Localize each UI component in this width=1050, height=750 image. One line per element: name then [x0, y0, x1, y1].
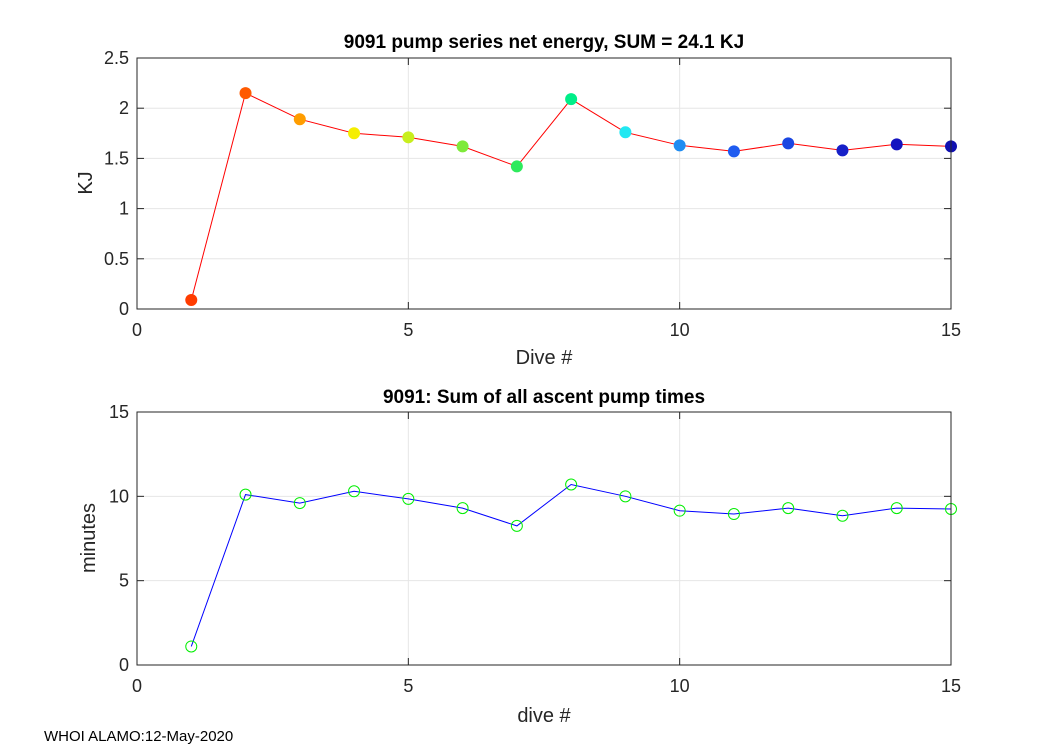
energy-data-point	[348, 127, 361, 140]
energy-chart: 0 5 10 15 0 0.5 1 1.5 2 2.5 9091 pump series net …	[75, 32, 961, 369]
pump-time-data-point	[782, 502, 795, 515]
energy-data-point	[239, 87, 252, 100]
energy-y-tick-label: 2.5	[104, 48, 129, 68]
pump-time-data-point	[402, 492, 415, 505]
energy-data-point	[890, 138, 903, 151]
pump-time-data-point	[456, 502, 469, 515]
energy-chart-title: 9091 pump series net energy, SUM = 24.1 …	[344, 32, 744, 53]
energy-data-point	[293, 113, 306, 126]
energy-x-tick-label: 15	[941, 320, 961, 340]
pump-time-data-point	[673, 504, 686, 517]
energy-data-point	[456, 140, 469, 153]
pump-time-data-point	[239, 488, 252, 501]
pump-time-data-point	[619, 490, 632, 503]
energy-y-tick-label: 1.5	[104, 148, 129, 168]
pump-time-data-point	[348, 485, 361, 498]
pump-time-plot-area	[137, 412, 951, 665]
energy-data-point	[782, 137, 795, 150]
pump-time-y-tick-label: 10	[109, 486, 129, 506]
energy-data-point	[510, 160, 523, 173]
energy-x-axis-label: Dive #	[516, 347, 574, 369]
pump-time-y-tick-label: 15	[109, 402, 129, 422]
pump-time-data-point	[293, 497, 306, 510]
pump-time-x-tick-label: 10	[670, 676, 690, 696]
footer-credit: WHOI ALAMO:12-May-2020	[44, 728, 233, 745]
energy-y-tick-label: 1	[119, 199, 129, 219]
energy-y-axis-label: KJ	[75, 171, 97, 194]
pump-time-data-point	[565, 478, 578, 491]
energy-x-tick-label: 10	[670, 320, 690, 340]
energy-ticks: 0 5 10 15 0 0.5 1 1.5 2 2.5	[104, 48, 961, 340]
pump-time-series	[185, 478, 957, 653]
energy-data-point	[727, 145, 740, 158]
pump-time-data-point	[185, 640, 198, 653]
energy-plot-area	[137, 58, 951, 309]
energy-series	[185, 87, 957, 306]
pump-time-chart: 0 5 10 15 0 5 10 15 9091: Sum of all ascent pum…	[78, 387, 961, 727]
energy-data-point	[836, 144, 849, 157]
energy-x-tick-label: 5	[403, 320, 413, 340]
pump-time-chart-title: 9091: Sum of all ascent pump times	[383, 387, 705, 408]
pump-time-y-axis-label: minutes	[78, 503, 100, 573]
pump-time-x-axis-label: dive #	[517, 705, 571, 727]
energy-data-point	[619, 126, 632, 139]
pump-time-data-point	[890, 502, 903, 515]
pump-time-axes-box	[136, 411, 952, 666]
energy-y-tick-label: 2	[119, 98, 129, 118]
energy-y-tick-label: 0	[119, 299, 129, 319]
energy-x-tick-label: 0	[132, 320, 142, 340]
pump-time-series-line	[190, 483, 952, 647]
energy-y-tick-label: 0.5	[104, 249, 129, 269]
pump-time-x-tick-label: 0	[132, 676, 142, 696]
pump-time-data-point	[836, 509, 849, 522]
energy-data-point	[402, 131, 415, 144]
energy-axes-box	[136, 57, 952, 310]
pump-time-x-tick-label: 15	[941, 676, 961, 696]
pump-time-x-tick-label: 5	[403, 676, 413, 696]
pump-time-ticks: 0 5 10 15 0 5 10 15	[109, 402, 961, 696]
energy-data-point	[565, 93, 578, 106]
pump-time-y-tick-label: 5	[119, 571, 129, 591]
energy-data-point	[185, 293, 198, 306]
pump-time-y-tick-label: 0	[119, 655, 129, 675]
energy-data-point	[673, 139, 686, 152]
pump-time-data-point	[510, 519, 523, 532]
pump-time-data-point	[727, 508, 740, 521]
